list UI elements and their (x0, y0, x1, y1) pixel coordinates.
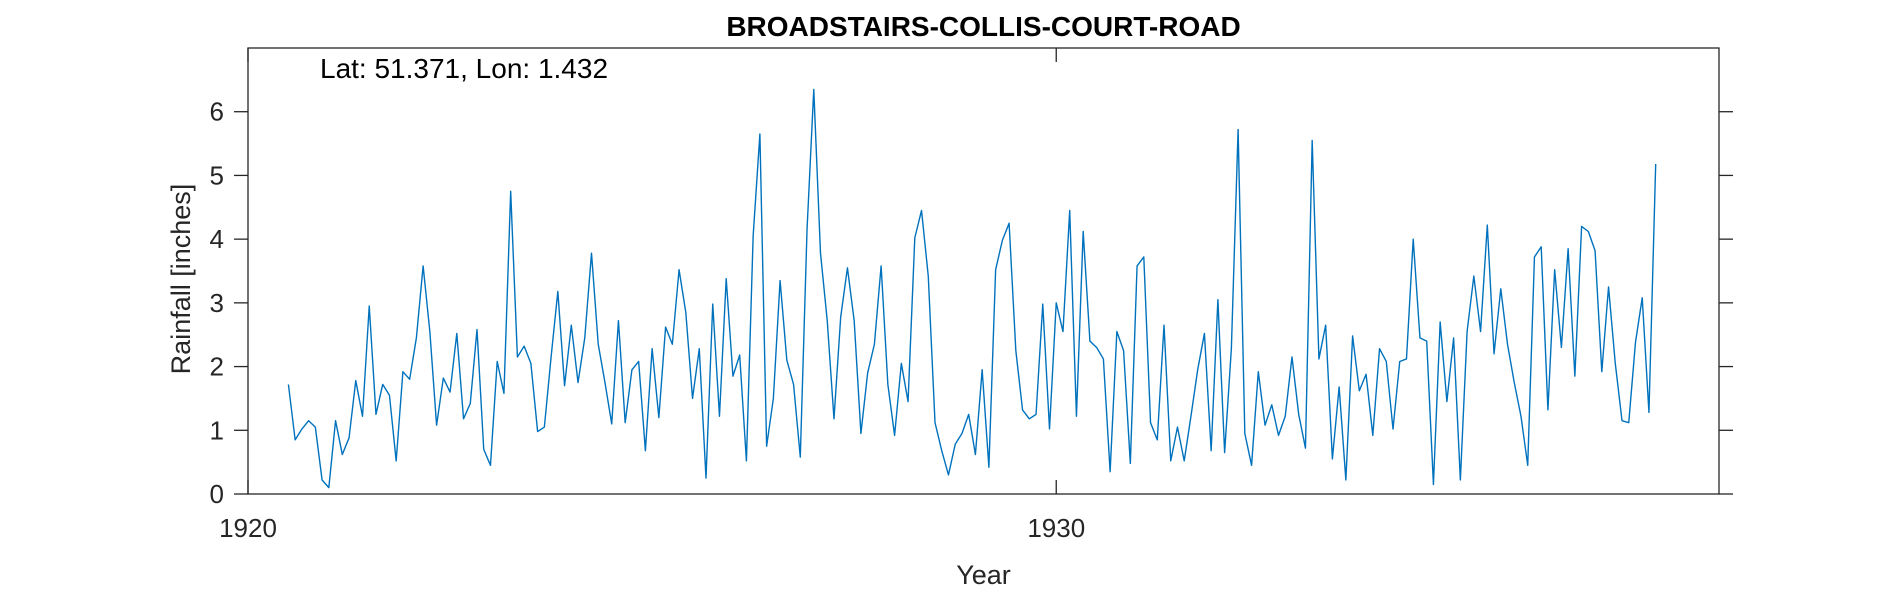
y-tick-label: 1 (210, 415, 224, 445)
y-tick-label: 0 (210, 479, 224, 509)
x-tick-label: 1920 (219, 513, 277, 543)
y-tick-label: 3 (210, 288, 224, 318)
chart-title: BROADSTAIRS-COLLIS-COURT-ROAD (726, 11, 1240, 42)
x-tick-label: 1930 (1027, 513, 1085, 543)
location-annotation: Lat: 51.371, Lon: 1.432 (320, 53, 608, 84)
y-axis-label: Rainfall [inches] (166, 184, 196, 375)
y-tick-label: 5 (210, 160, 224, 190)
plot-area-box (247, 47, 1720, 495)
y-tick-label: 6 (210, 97, 224, 127)
y-tick-label: 4 (210, 224, 224, 254)
y-tick-label: 2 (210, 352, 224, 382)
x-axis-label: Year (956, 560, 1011, 590)
rainfall-series-line (287, 88, 1657, 489)
